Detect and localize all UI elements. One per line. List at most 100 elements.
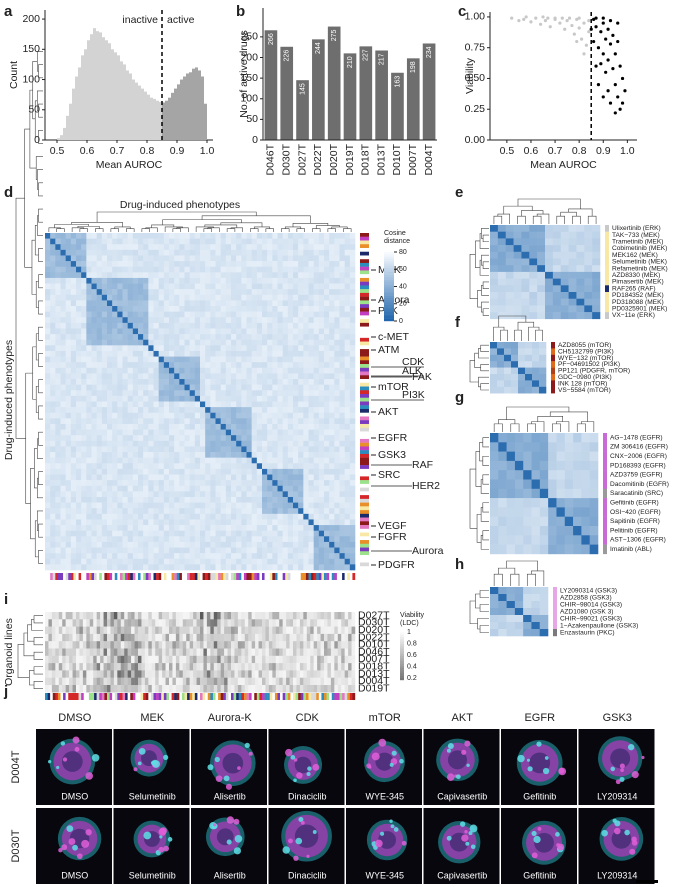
heatmap-cell <box>514 460 524 471</box>
heatmap-cell <box>117 277 123 284</box>
heatmap-cell <box>101 418 108 425</box>
heatmap-cell <box>205 233 211 239</box>
heatmap-cell <box>505 265 514 273</box>
heatmap-cell <box>45 311 51 318</box>
heatmap-cell <box>122 233 128 239</box>
annotation-strip <box>360 536 369 541</box>
heatmap-cell <box>498 601 507 609</box>
heatmap-cell <box>251 384 258 391</box>
heatmap-cell <box>236 289 242 296</box>
heatmap-cell <box>200 233 206 239</box>
annotation-strip <box>360 461 369 466</box>
heatmap-cell <box>225 238 232 245</box>
heatmap-cell <box>158 446 165 453</box>
heatmap-cell <box>205 373 211 380</box>
heatmap-cell <box>308 423 314 430</box>
heatmap-cell <box>91 558 97 565</box>
heatmap-cell <box>112 362 118 369</box>
heatmap-cell <box>313 390 320 397</box>
heatmap-cell <box>60 238 66 245</box>
heatmap-cell <box>153 272 159 279</box>
heatmap-cell <box>45 553 51 560</box>
heatmap-cell <box>523 629 532 637</box>
colorbar <box>384 270 394 273</box>
heatmap-cell <box>241 334 247 341</box>
heatmap-cell <box>282 474 289 481</box>
heatmap-cell <box>241 463 247 470</box>
heatmap-cell <box>184 294 190 301</box>
heatmap-cell <box>107 440 113 447</box>
heatmap-cell <box>339 272 345 279</box>
heatmap-cell <box>225 418 232 425</box>
heatmap-cell <box>76 238 82 245</box>
heatmap-cell <box>220 412 227 419</box>
heatmap-cell <box>334 468 340 475</box>
heatmap-cell <box>349 379 356 385</box>
heatmap-cell <box>65 283 72 290</box>
heatmap-cell <box>122 508 128 515</box>
heatmap-cell <box>205 502 211 509</box>
dendrogram <box>497 567 516 575</box>
scatter-point <box>618 64 622 68</box>
heatmap-cell <box>220 418 227 425</box>
dendrogram <box>506 406 570 420</box>
heatmap-cell <box>96 395 103 402</box>
heatmap-cell <box>303 384 309 391</box>
heatmap-cell <box>174 334 180 341</box>
heatmap-cell <box>256 468 263 475</box>
heatmap-cell <box>531 433 541 443</box>
heatmap-cell <box>205 463 211 470</box>
heatmap-cell <box>344 496 351 503</box>
heatmap-cell <box>282 306 289 312</box>
heatmap-cell <box>55 513 61 520</box>
heatmap-cell <box>148 244 154 251</box>
annotation-strip <box>360 277 369 282</box>
heatmap-cell <box>70 558 77 565</box>
heatmap-cell <box>189 384 196 391</box>
heatmap-cell <box>122 277 128 284</box>
heatmap-cell <box>184 289 190 296</box>
heatmap-cell <box>55 339 61 346</box>
heatmap-cell <box>529 251 538 259</box>
heatmap-cell <box>148 474 154 481</box>
heatmap-cell <box>513 231 522 239</box>
heatmap-cell <box>490 374 498 381</box>
heatmap-cell <box>158 440 165 447</box>
heatmap-cell <box>50 334 56 341</box>
heatmap-cell <box>313 463 320 470</box>
heatmap-cell <box>45 289 51 296</box>
drug-label: Saracatinib (SRC) <box>610 490 663 497</box>
heatmap-cell <box>96 547 103 554</box>
drug-label: Sapitinib (EGFR) <box>610 518 660 525</box>
heatmap-cell <box>225 530 232 537</box>
heatmap-cell <box>303 407 309 414</box>
annotation-strip <box>91 573 95 580</box>
heatmap-cell <box>132 423 139 430</box>
dendrogram <box>479 604 489 612</box>
heatmap-cell <box>91 452 97 458</box>
heatmap-cell <box>589 479 599 490</box>
heatmap-cell <box>200 311 206 318</box>
drug-label: LY2090314 (GSK3) <box>560 587 617 594</box>
heatmap-cell <box>127 468 134 475</box>
annotation-strip <box>223 573 227 580</box>
heatmap-cell <box>329 317 335 324</box>
heatmap-cell <box>101 362 108 369</box>
annotation-strip <box>220 573 224 580</box>
annotation-strip <box>603 451 607 462</box>
heatmap-cell <box>303 261 309 267</box>
heatmap-cell <box>344 350 351 357</box>
heatmap-cell <box>511 348 519 356</box>
heatmap-cell <box>344 311 351 318</box>
heatmap-cell <box>200 328 206 335</box>
heatmap-cell <box>194 418 201 425</box>
heatmap-cell <box>329 249 335 256</box>
heatmap-cell <box>163 547 170 554</box>
heatmap-cell <box>153 283 159 290</box>
heatmap-cell <box>65 423 72 430</box>
heatmap-cell <box>251 440 258 447</box>
heatmap-cell <box>313 261 320 267</box>
heatmap-cell <box>262 530 268 537</box>
heatmap-cell <box>505 305 514 313</box>
heatmap-cell <box>194 266 201 273</box>
